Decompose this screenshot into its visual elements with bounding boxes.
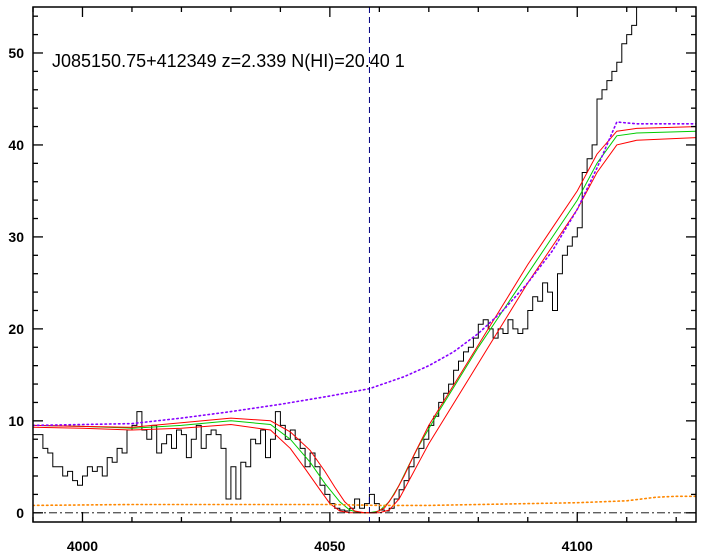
series-layer [33, 7, 696, 514]
plot-frame [32, 6, 697, 523]
error-spectrum [33, 495, 696, 507]
chart-title: J085150.75+412349 z=2.339 N(HI)=20.40 1 [52, 51, 405, 71]
y-tick-label: 10 [8, 413, 24, 429]
marker-layer [33, 7, 696, 522]
flux-spectrum [33, 7, 638, 512]
x-tick-label: 4050 [314, 538, 345, 554]
continuum [33, 121, 696, 427]
y-tick-label: 0 [16, 505, 24, 521]
y-tick-label: 30 [8, 229, 24, 245]
y-tick-label: 20 [8, 321, 24, 337]
model-lower [33, 137, 696, 514]
x-tick-label: 4000 [67, 538, 98, 554]
model-upper [33, 126, 696, 514]
y-tick-label: 40 [8, 137, 24, 153]
model-fit [33, 130, 696, 514]
y-tick-label: 50 [8, 45, 24, 61]
x-tick-label: 4100 [562, 538, 593, 554]
